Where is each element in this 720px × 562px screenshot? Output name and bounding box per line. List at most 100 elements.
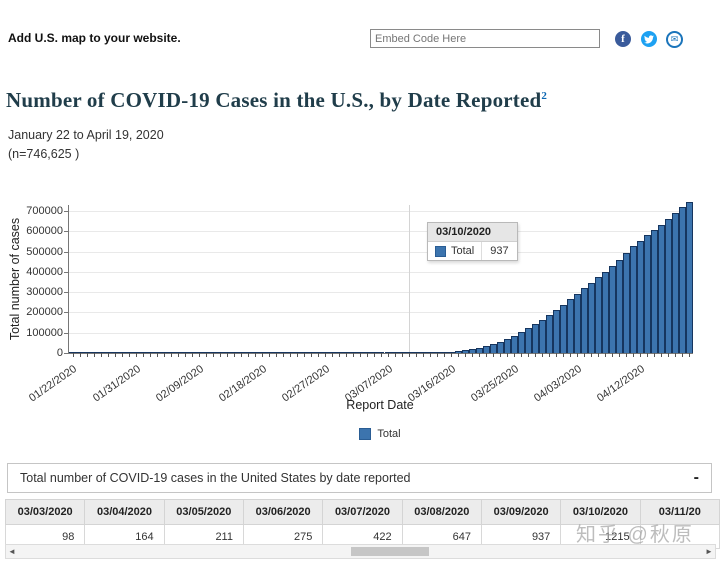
bar[interactable] xyxy=(314,352,322,353)
bar[interactable] xyxy=(650,230,658,353)
bar[interactable] xyxy=(342,352,350,353)
scroll-left-arrow-icon[interactable]: ◄ xyxy=(8,547,16,556)
bar[interactable] xyxy=(125,352,133,353)
bar[interactable] xyxy=(146,352,154,353)
bar[interactable] xyxy=(132,352,140,353)
bar[interactable] xyxy=(447,351,455,353)
bar[interactable] xyxy=(335,352,343,353)
bar[interactable] xyxy=(419,352,427,353)
plot-area[interactable]: 0 100000 200000 300000 400000 500000 600000 700… xyxy=(26,201,693,404)
bar[interactable] xyxy=(657,224,665,353)
bar[interactable] xyxy=(188,352,196,353)
bar[interactable] xyxy=(230,352,238,353)
bar[interactable] xyxy=(202,352,210,353)
email-icon[interactable]: ✉ xyxy=(666,31,683,48)
bar[interactable] xyxy=(104,352,112,353)
bar[interactable] xyxy=(216,352,224,353)
bar[interactable] xyxy=(181,352,189,353)
bar[interactable] xyxy=(531,324,539,353)
bar[interactable] xyxy=(321,352,329,353)
bar[interactable] xyxy=(454,350,462,353)
facebook-icon[interactable]: f xyxy=(615,31,631,47)
bar[interactable] xyxy=(293,352,301,353)
bar[interactable] xyxy=(573,294,581,353)
bar[interactable] xyxy=(503,339,511,353)
bar[interactable] xyxy=(223,352,231,353)
bar[interactable] xyxy=(90,352,98,353)
bar[interactable] xyxy=(279,352,287,353)
bar[interactable] xyxy=(111,352,119,353)
bar[interactable] xyxy=(160,352,168,353)
chart-legend[interactable]: Total xyxy=(68,428,692,440)
bar[interactable] xyxy=(664,218,672,353)
bar[interactable] xyxy=(580,287,588,353)
bar[interactable] xyxy=(272,352,280,353)
bar[interactable] xyxy=(608,266,616,353)
bar[interactable] xyxy=(461,349,469,353)
bar[interactable] xyxy=(237,352,245,353)
bar[interactable] xyxy=(538,319,546,353)
bar[interactable] xyxy=(398,352,406,353)
bar[interactable] xyxy=(370,352,378,353)
bar[interactable] xyxy=(118,352,126,353)
bar[interactable] xyxy=(440,352,448,353)
bar[interactable] xyxy=(83,352,91,353)
bar[interactable] xyxy=(566,299,574,353)
bar[interactable] xyxy=(412,352,420,353)
bar[interactable] xyxy=(496,341,504,353)
bar[interactable] xyxy=(510,335,518,353)
bar[interactable] xyxy=(524,328,532,353)
bar[interactable] xyxy=(601,271,609,353)
bar[interactable] xyxy=(594,277,602,353)
bar[interactable] xyxy=(69,352,76,353)
bar[interactable] xyxy=(433,352,441,353)
bar[interactable] xyxy=(643,235,651,353)
bar[interactable] xyxy=(468,349,476,353)
bar[interactable] xyxy=(615,259,623,353)
horizontal-scrollbar[interactable]: ◄ ► xyxy=(5,544,716,559)
bar[interactable] xyxy=(328,352,336,353)
bar[interactable] xyxy=(244,352,252,353)
bar[interactable] xyxy=(209,352,217,353)
scroll-right-arrow-icon[interactable]: ► xyxy=(705,547,713,556)
bar[interactable] xyxy=(356,352,364,353)
bar[interactable] xyxy=(622,253,630,353)
bar[interactable] xyxy=(671,212,679,353)
bar[interactable] xyxy=(629,246,637,353)
embed-code-input[interactable] xyxy=(370,29,600,48)
bar[interactable] xyxy=(300,352,308,353)
bar[interactable] xyxy=(286,352,294,353)
bar[interactable] xyxy=(153,352,161,353)
bar[interactable] xyxy=(545,315,553,353)
bar[interactable] xyxy=(363,352,371,353)
bar[interactable] xyxy=(517,332,525,353)
bar[interactable] xyxy=(384,352,392,353)
bar[interactable] xyxy=(489,344,497,353)
bar[interactable] xyxy=(391,352,399,353)
twitter-icon[interactable] xyxy=(641,31,657,47)
bar[interactable] xyxy=(587,282,595,353)
bar[interactable] xyxy=(139,352,147,353)
bar[interactable] xyxy=(258,352,266,353)
collapse-table-button[interactable]: - xyxy=(693,469,699,486)
bar[interactable] xyxy=(307,352,315,353)
bar[interactable] xyxy=(405,352,413,353)
bar[interactable] xyxy=(636,240,644,353)
bar[interactable] xyxy=(97,352,105,353)
bar[interactable] xyxy=(482,346,490,353)
bar[interactable] xyxy=(426,352,434,353)
scrollbar-thumb[interactable] xyxy=(351,547,429,556)
bar[interactable] xyxy=(174,352,182,353)
bar[interactable] xyxy=(349,352,357,353)
bar[interactable] xyxy=(552,309,560,353)
bar[interactable] xyxy=(251,352,259,353)
bar[interactable] xyxy=(685,201,693,353)
bar[interactable] xyxy=(76,352,83,353)
bar[interactable] xyxy=(377,352,385,353)
bar[interactable] xyxy=(195,352,203,353)
bar[interactable] xyxy=(678,206,686,353)
bar[interactable] xyxy=(559,304,567,353)
bar[interactable] xyxy=(265,352,273,353)
bar[interactable] xyxy=(475,348,483,353)
bar[interactable] xyxy=(167,352,175,353)
